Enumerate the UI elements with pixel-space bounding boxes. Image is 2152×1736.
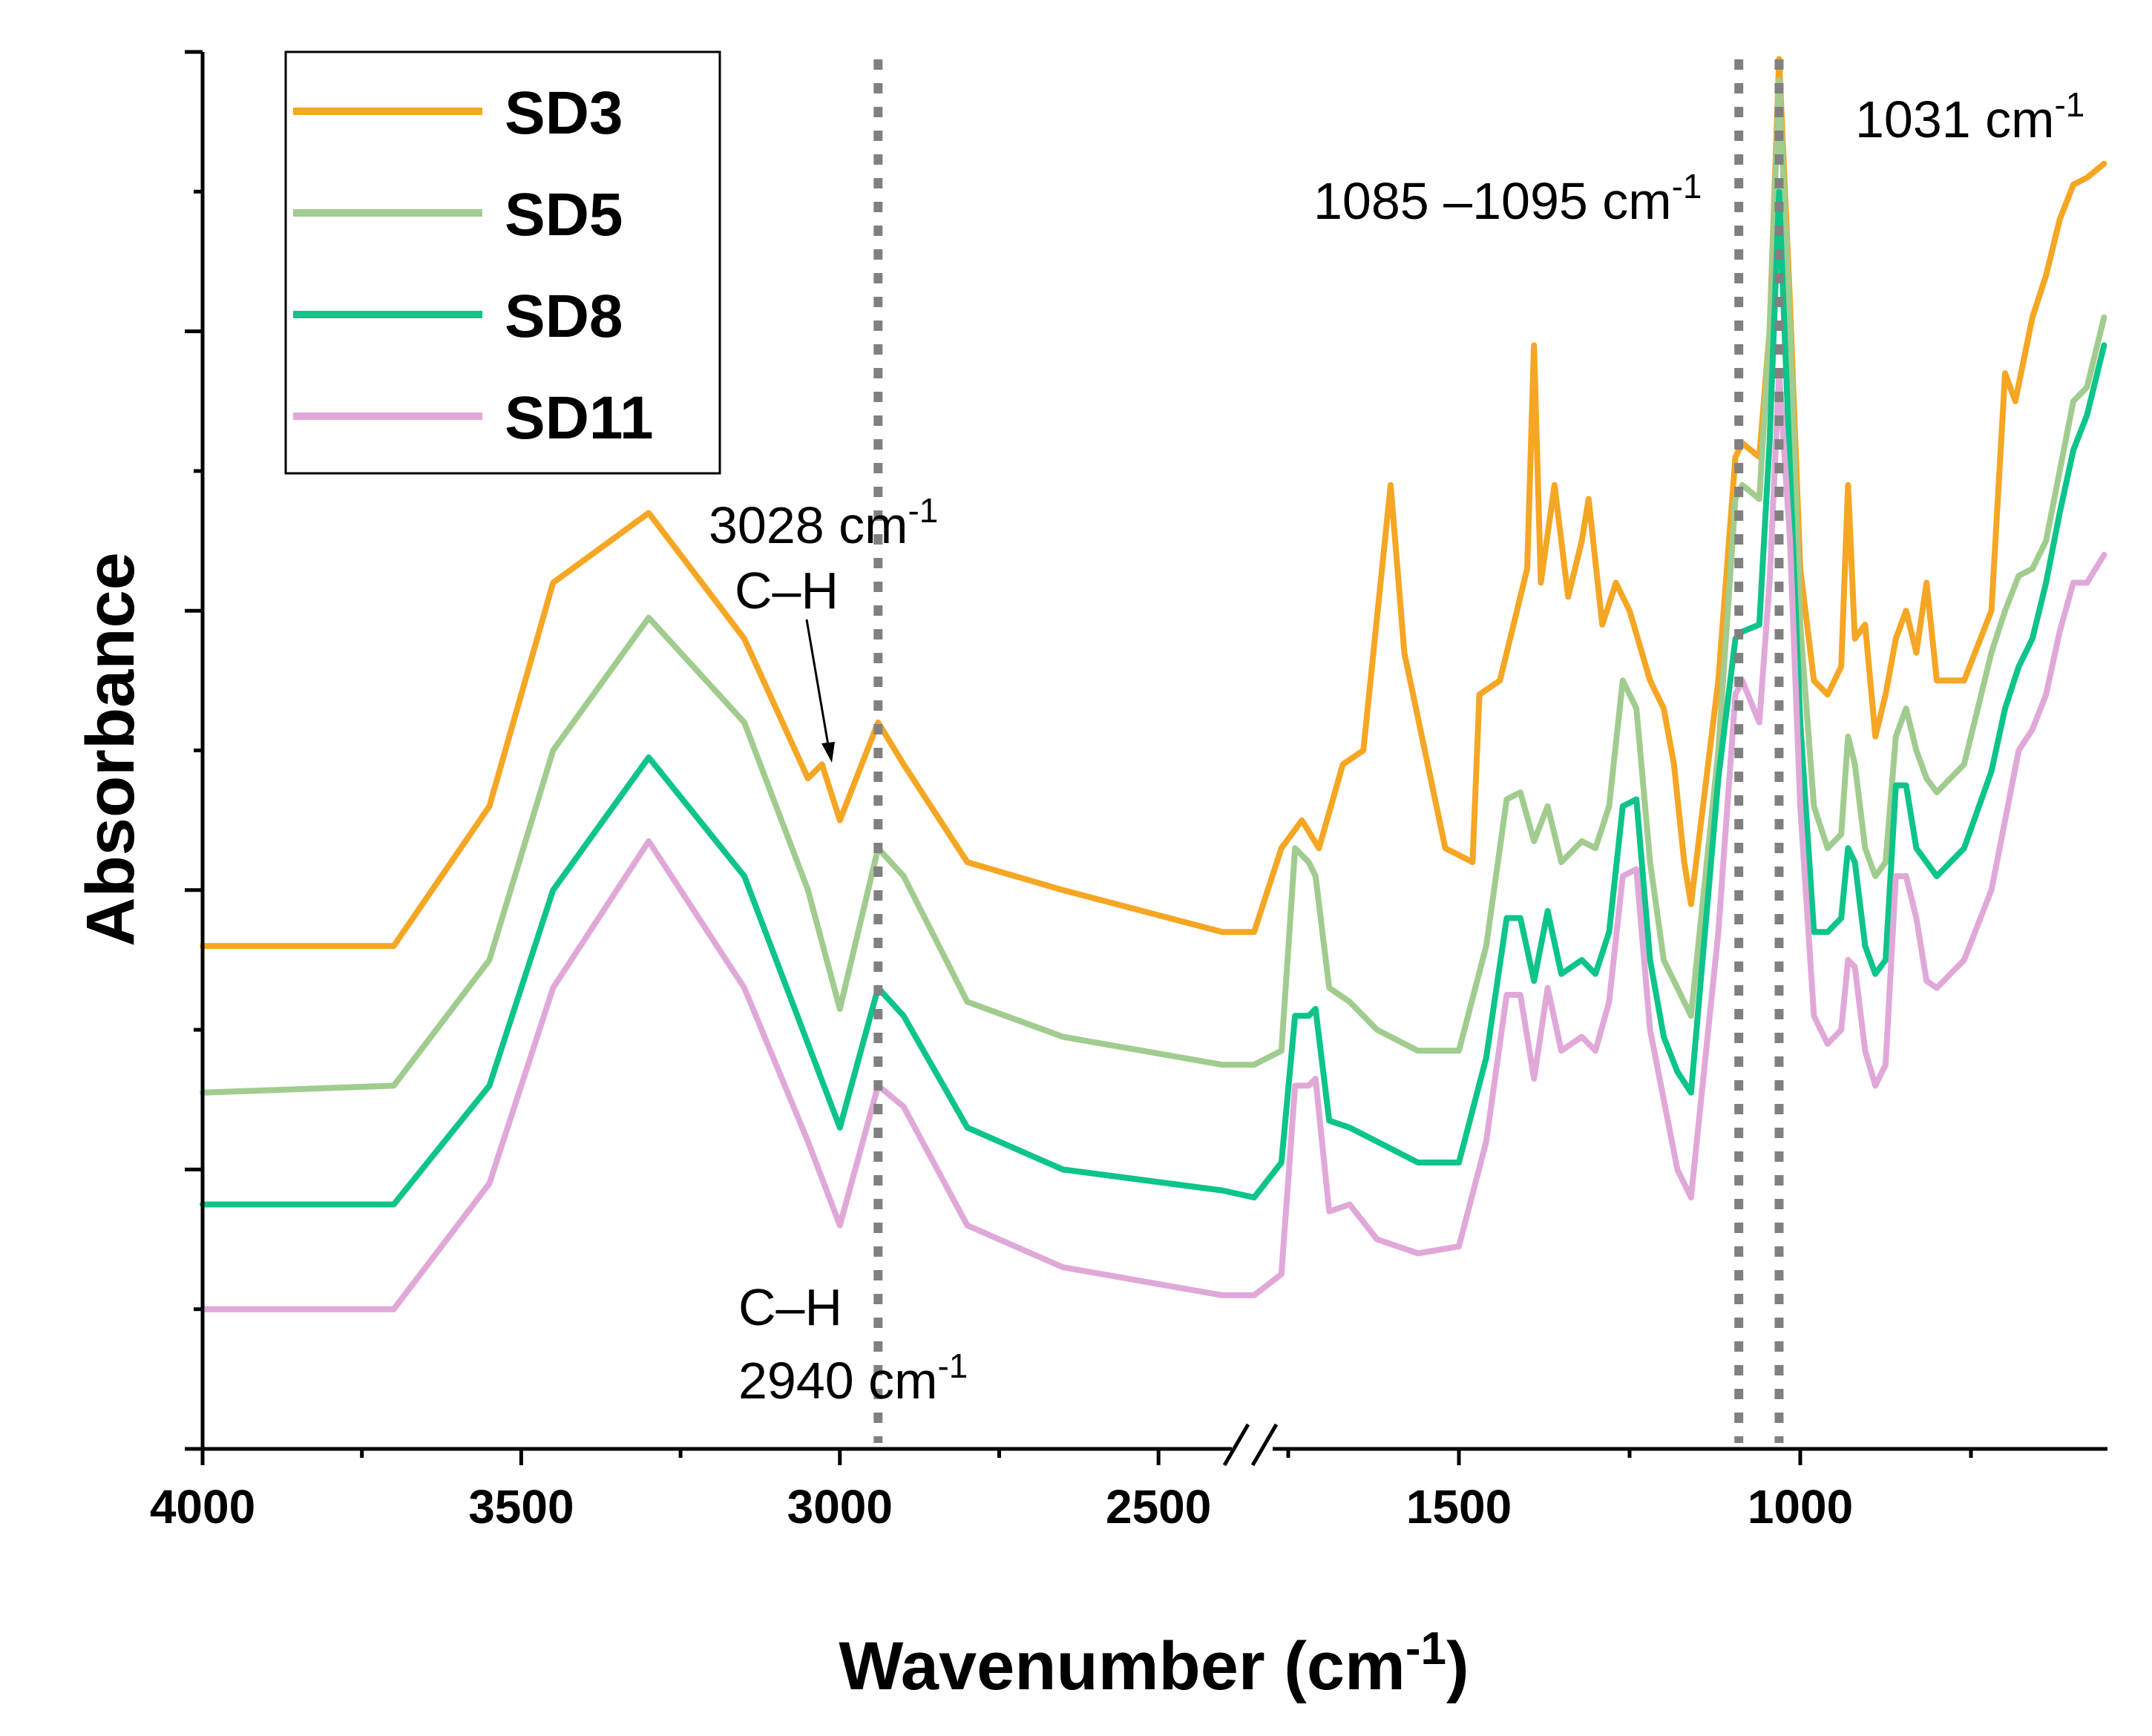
- legend-item-sd5: SD5: [293, 181, 623, 249]
- marker-lines: [873, 59, 1784, 1443]
- series-line-sd8: [200, 188, 2107, 1208]
- legend-item-sd8: SD8: [293, 283, 623, 350]
- svg-text:1085 –1095 cm-1: 1085 –1095 cm-1: [1313, 167, 1702, 230]
- annotation-1031: 1031 cm-1: [1855, 85, 2084, 148]
- annotation-2940: C–H 2940 cm-1: [738, 1278, 968, 1410]
- x-tick-label: 2500: [1106, 1480, 1211, 1533]
- series-line-sd11: [200, 370, 2107, 1312]
- svg-text:SD3: SD3: [505, 79, 623, 147]
- series-layer: [200, 56, 2107, 1312]
- x-axis-title: Wavenumber (cm-1): [839, 1623, 1469, 1704]
- annotation-1085-1095: 1085 –1095 cm-1: [1313, 167, 1702, 230]
- legend-item-sd11: SD11: [293, 384, 654, 452]
- x-tick-label: 3000: [787, 1480, 893, 1533]
- svg-text:SD11: SD11: [505, 384, 654, 452]
- x-tick-label: 4000: [150, 1480, 255, 1533]
- annotation-3028: 3028 cm-1 C–H: [709, 491, 938, 763]
- svg-text:C–H: C–H: [735, 562, 839, 619]
- legend: SD3 SD5 SD8 SD11: [284, 50, 721, 475]
- axis-break-marker: [1222, 1423, 1279, 1467]
- x-tick-label: 1000: [1748, 1480, 1853, 1533]
- svg-text:C–H: C–H: [738, 1278, 842, 1336]
- svg-text:SD5: SD5: [505, 181, 623, 249]
- legend-item-sd3: SD3: [293, 79, 623, 147]
- x-tick-label: 1500: [1406, 1480, 1512, 1533]
- series-line-sd5: [200, 76, 2107, 1096]
- svg-text:SD8: SD8: [505, 283, 623, 350]
- series-line-sd3: [200, 56, 2107, 950]
- x-tick-label: 3500: [468, 1480, 574, 1533]
- svg-text:3028 cm-1: 3028 cm-1: [709, 491, 938, 554]
- svg-text:1031 cm-1: 1031 cm-1: [1855, 85, 2084, 148]
- y-axis-title: Absorbance: [73, 552, 148, 947]
- svg-text:2940 cm-1: 2940 cm-1: [738, 1347, 968, 1410]
